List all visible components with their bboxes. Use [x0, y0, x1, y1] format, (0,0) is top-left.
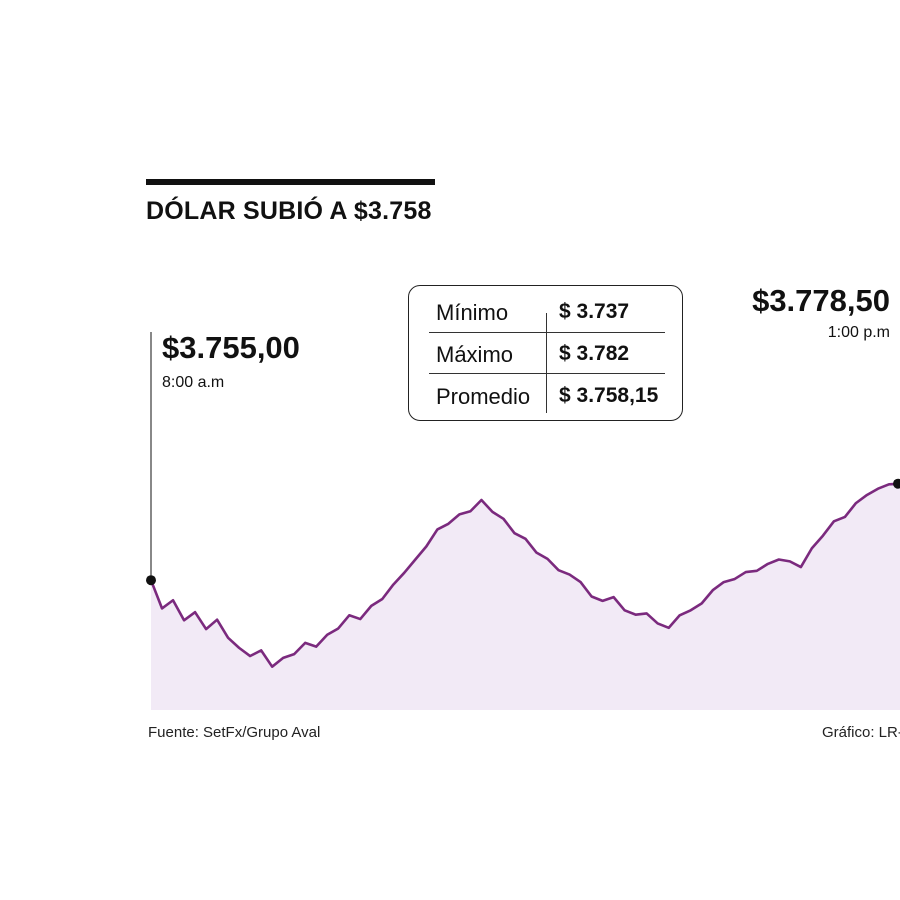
chart-credit: Gráfico: LR-: [822, 724, 900, 741]
stats-divider-horizontal: [429, 373, 665, 374]
end-time-label: 1:00 p.m: [827, 324, 890, 341]
end-value-label: $3.778,50: [752, 283, 890, 318]
maximum-value: $ 3.782: [559, 342, 630, 365]
chart-title: DÓLAR SUBIÓ A $3.758: [146, 197, 432, 225]
stats-divider-vertical: [546, 313, 547, 413]
title-rule: [146, 179, 435, 185]
start-time-label: 8:00 a.m: [162, 374, 225, 391]
minimum-label: Mínimo: [436, 300, 509, 325]
start-point-marker: [146, 575, 156, 586]
price-line: [149, 482, 900, 668]
start-value-label: $3.755,00: [162, 330, 300, 365]
source-note: Fuente: SetFx/Grupo Aval: [148, 724, 321, 741]
average-label: Promedio: [436, 384, 531, 409]
end-point-marker: [893, 478, 900, 489]
average-value: $ 3.758,15: [559, 384, 659, 407]
stats-divider-horizontal: [429, 332, 665, 333]
maximum-label: Máximo: [436, 342, 514, 367]
area-fill: [151, 483, 900, 710]
minimum-value: $ 3.737: [559, 300, 630, 323]
stats-box: Mínimo $ 3.737 Máximo $ 3.782 Promedio $…: [408, 285, 683, 421]
